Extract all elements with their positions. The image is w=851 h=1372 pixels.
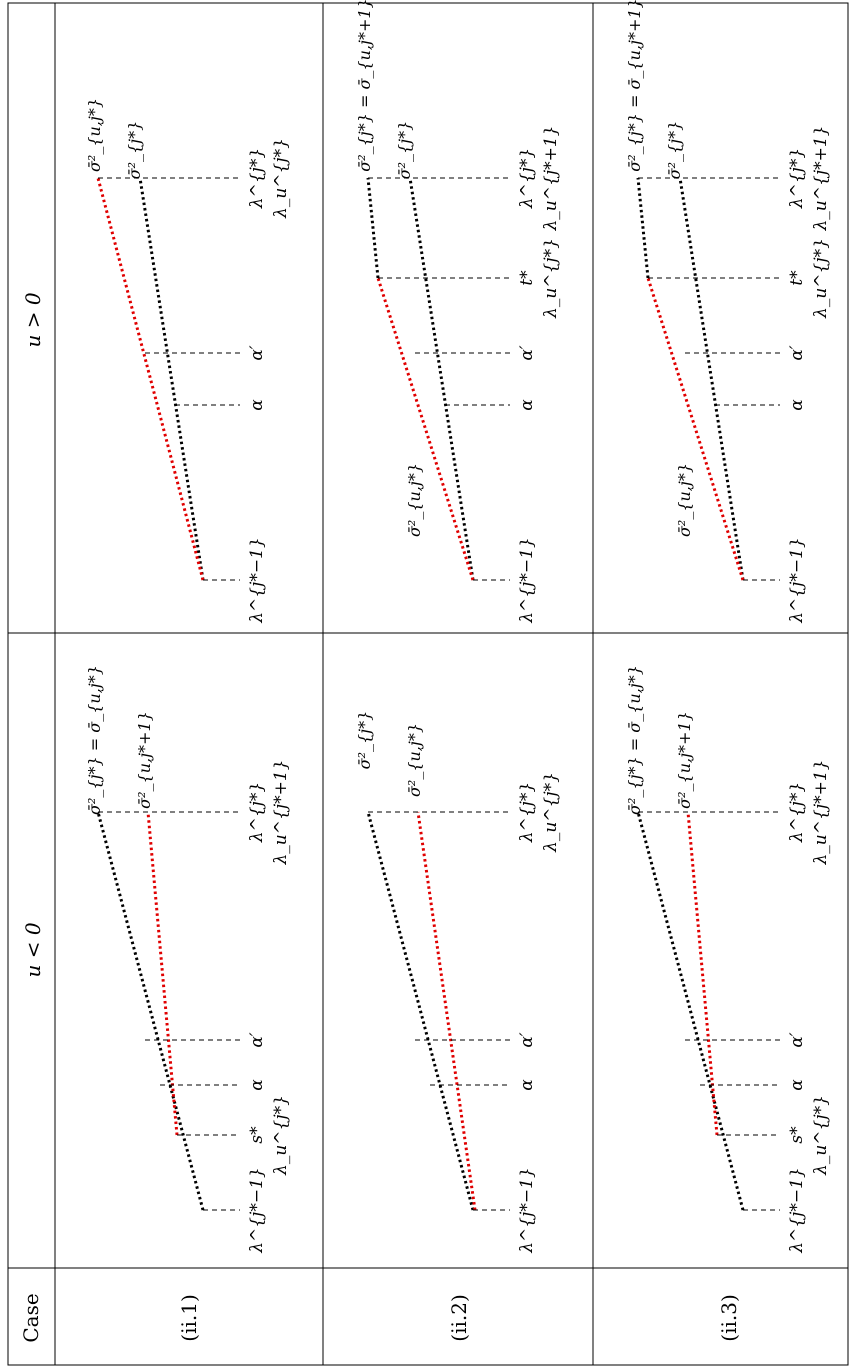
red-dotted-curve	[96, 177, 205, 581]
label-lambda-u-right: λ_u^{j*}	[541, 772, 561, 853]
label-alpha: α	[787, 399, 807, 411]
label-sigma-red: σ̄²_{u,j*+1}	[675, 711, 694, 809]
label-lambda-left: λ^{j*−1}	[787, 537, 807, 623]
red-dotted-curve	[686, 811, 719, 1136]
label-sigma-black: σ̄²_{j*}	[125, 121, 144, 180]
label-sigma-black: σ̄²_{j*}	[665, 121, 684, 180]
table-grid	[7, 2, 849, 1366]
label-lambda-left: λ^{j*−1}	[247, 1167, 267, 1253]
label-sigma-red: σ̄²_{u,j*}	[405, 723, 424, 797]
label-alpha-prime: α′	[247, 1032, 267, 1047]
label-alpha-prime: α′	[787, 345, 807, 360]
label-sigma-red: σ̄²_{j*} = σ̄_{u,j*+1}	[625, 0, 644, 172]
label-lambda-right: λ^{j*}	[517, 782, 537, 843]
label-lambda-u-right: λ_u^{j*+1}	[541, 126, 561, 232]
label-lambda-left: λ^{j*−1}	[787, 1167, 807, 1253]
label-alpha: α	[247, 399, 267, 411]
label-kink-lambda-u: λ_u^{j*}	[811, 238, 831, 319]
black-dotted-upper	[636, 177, 650, 279]
label-kink: t*	[787, 270, 807, 286]
label-lambda-u-right: λ_u^{j*+1}	[271, 760, 291, 866]
label-lambda-right: λ^{j*}	[787, 148, 807, 209]
label-sigma-red: σ̄²_{u,j*}	[85, 98, 104, 172]
label-lambda-right: λ^{j*}	[787, 782, 807, 843]
label-alpha-prime: α′	[517, 1032, 537, 1047]
black-dotted-curve	[366, 811, 475, 1211]
case-labels: (ii.1) (ii.2) (ii.3)	[177, 1294, 741, 1341]
table-border	[7, 2, 849, 1366]
black-dotted-curve	[636, 811, 745, 1211]
black-dotted-curve	[408, 177, 475, 581]
red-dotted-curve	[146, 811, 179, 1136]
label-kink: t*	[517, 270, 537, 286]
label-alpha-prime: α′	[517, 345, 537, 360]
label-kink-lambda-u: λ_u^{j*}	[811, 1095, 831, 1176]
label-lambda-right: λ^{j*}	[247, 148, 267, 209]
label-lambda-left: λ^{j*−1}	[517, 1167, 537, 1253]
panel-row3-neg: λ^{j*−1} α α′ λ^{j*} λ_u^{j*+1} s* λ_u^{j*} σ̄²…	[625, 665, 831, 1254]
header-u-pos: u > 0	[21, 292, 45, 347]
panel-row2-pos: λ^{j*−1} α α′ λ^{j*} λ_u^{j*+1} t* λ_u^{j*} σ̄²…	[355, 0, 561, 624]
red-dotted-curve	[376, 277, 475, 581]
red-dotted-curve	[646, 277, 745, 581]
label-kink-lambda-u: λ_u^{j*}	[271, 1095, 291, 1176]
black-dotted-curve	[96, 811, 205, 1211]
label-sigma-black: σ̄²_{j*}	[355, 711, 374, 770]
label-alpha-prime: α′	[787, 1032, 807, 1047]
label-alpha: α	[517, 1079, 537, 1091]
label-lambda-left: λ^{j*−1}	[517, 537, 537, 623]
label-alpha: α	[787, 1079, 807, 1091]
label-kink: s*	[247, 1126, 267, 1144]
label-lambda-u-right: λ_u^{j*+1}	[811, 760, 831, 866]
black-dotted-upper	[366, 177, 380, 279]
header-u-neg: u < 0	[21, 922, 45, 977]
panel-row3-pos: λ^{j*−1} α α′ λ^{j*} λ_u^{j*+1} t* λ_u^{j*} σ̄²…	[625, 0, 831, 624]
label-sigma-black: σ̄²_{j*} = σ̄_{u,j*}	[625, 665, 644, 815]
panel-row2-neg: λ^{j*−1} α α′ λ^{j*} λ_u^{j*} σ̄²_{j*} σ̄²_{u,…	[355, 711, 561, 1254]
black-dotted-curve	[138, 177, 205, 581]
label-kink-lambda-u: λ_u^{j*}	[541, 238, 561, 319]
black-dotted-curve	[678, 177, 745, 581]
header-case: Case	[19, 1293, 43, 1342]
label-sigma-mid: σ̄²_{u,j*}	[675, 463, 694, 537]
label-sigma-red: σ̄²_{u,j*+1}	[135, 711, 154, 809]
label-lambda-right: λ^{j*}	[517, 148, 537, 209]
case-label-ii3: (ii.3)	[717, 1294, 741, 1341]
red-dotted-curve	[416, 811, 477, 1211]
panel-row1-pos: λ^{j*−1} α α′ λ^{j*} λ_u^{j*} σ̄²_{u,j*} σ̄²_{…	[85, 98, 291, 624]
label-sigma-mid: σ̄²_{u,j*}	[405, 463, 424, 537]
label-sigma-black: σ̄²_{j*} = σ̄_{u,j*}	[85, 665, 104, 815]
label-alpha: α	[517, 399, 537, 411]
label-sigma-black: σ̄²_{j*}	[395, 121, 414, 180]
label-lambda-left: λ^{j*−1}	[247, 537, 267, 623]
label-lambda-u-right: λ_u^{j*}	[271, 138, 291, 219]
header: Case u < 0 u > 0	[19, 292, 45, 1342]
label-kink: s*	[787, 1126, 807, 1144]
case-label-ii2: (ii.2)	[447, 1294, 471, 1341]
label-alpha: α	[247, 1079, 267, 1091]
label-lambda-right: λ^{j*}	[247, 782, 267, 843]
case-label-ii1: (ii.1)	[177, 1294, 201, 1341]
label-alpha-prime: α′	[247, 345, 267, 360]
label-lambda-u-right: λ_u^{j*+1}	[811, 126, 831, 232]
plots: λ^{j*−1}αα′λ^{j*} λ_u^{j*+1}s* λ_u^{j*}σ̄²…	[85, 0, 831, 1254]
panel-row1-neg: λ^{j*−1} α α′ λ^{j*} λ_u^{j*+1} s* λ_u^{j*} σ̄²…	[85, 665, 291, 1254]
label-sigma-red: σ̄²_{j*} = σ̄_{u,j*+1}	[355, 0, 374, 172]
